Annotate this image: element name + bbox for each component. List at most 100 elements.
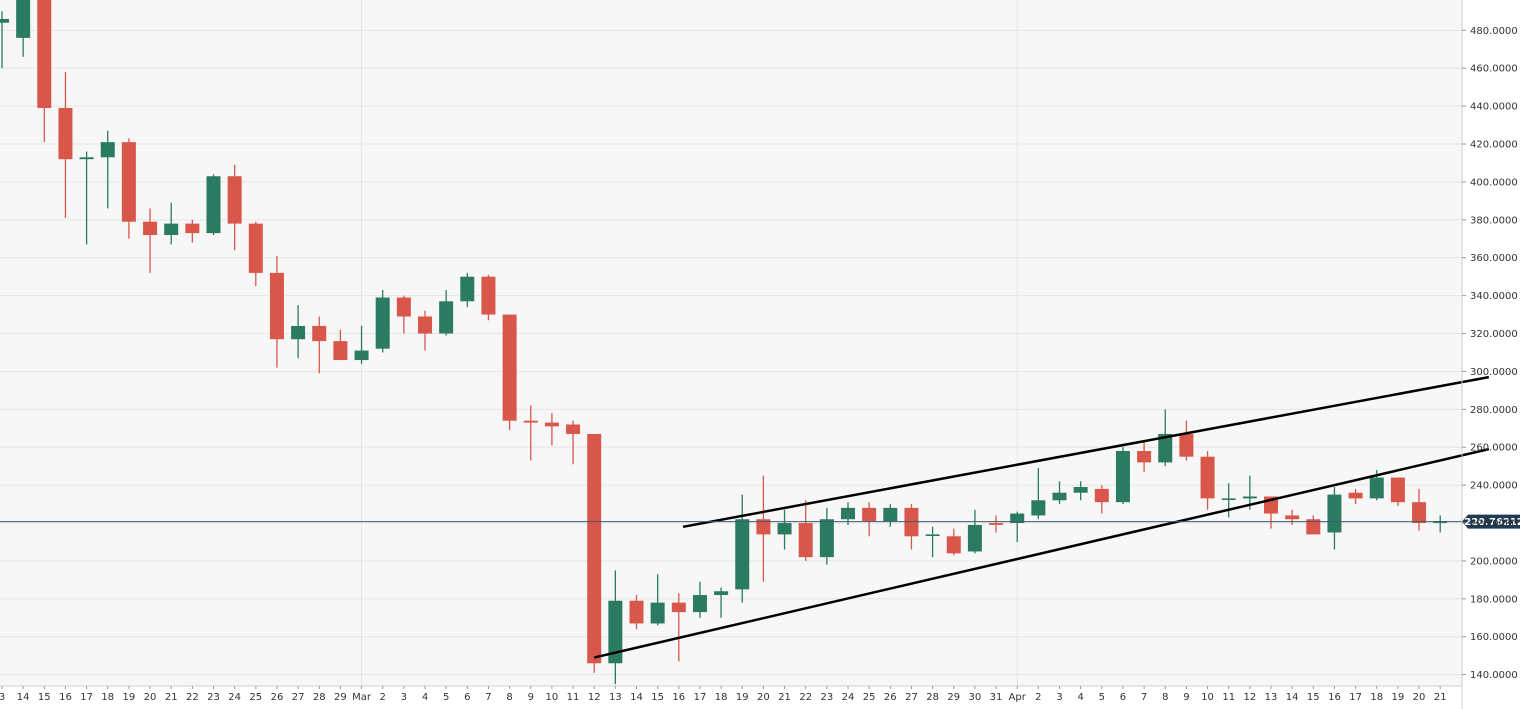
candle[interactable]: [37, 0, 52, 143]
candle[interactable]: [1412, 488, 1427, 531]
candle[interactable]: [269, 255, 284, 368]
candle[interactable]: [1031, 468, 1046, 520]
candle[interactable]: [925, 526, 940, 558]
candle[interactable]: [0, 11, 9, 69]
candle-body: [1052, 492, 1067, 501]
candle-body: [333, 341, 348, 361]
candle[interactable]: [1052, 481, 1067, 505]
candle[interactable]: [460, 272, 475, 307]
candle[interactable]: [291, 305, 306, 359]
candle[interactable]: [375, 289, 390, 353]
x-tick-label: 29: [334, 692, 347, 703]
candle[interactable]: [714, 587, 729, 618]
candle-body: [883, 507, 898, 522]
trendline[interactable]: [682, 375, 1490, 529]
x-tick-label: 16: [59, 692, 72, 703]
candle[interactable]: [1094, 485, 1109, 514]
candle[interactable]: [312, 316, 327, 374]
candle[interactable]: [819, 507, 834, 565]
candle[interactable]: [143, 208, 158, 273]
candle[interactable]: [883, 504, 898, 527]
candle[interactable]: [1115, 447, 1130, 505]
x-tick-label: 9: [528, 692, 534, 703]
x-tick-label: 10: [1201, 692, 1214, 703]
candle[interactable]: [100, 130, 115, 209]
candle[interactable]: [502, 314, 517, 431]
x-tick-label: 5: [1099, 692, 1105, 703]
candle[interactable]: [587, 433, 602, 673]
candle[interactable]: [735, 494, 750, 603]
y-tick-label: 340.0000: [1470, 291, 1518, 302]
candle[interactable]: [439, 289, 454, 336]
candle[interactable]: [227, 164, 242, 251]
x-tick-label: 8: [506, 692, 512, 703]
candle[interactable]: [79, 151, 94, 245]
candle[interactable]: [566, 420, 581, 465]
candle[interactable]: [1200, 451, 1215, 510]
x-tick-label: 16: [1328, 692, 1341, 703]
candle-body: [1115, 451, 1130, 503]
candle[interactable]: [396, 295, 411, 334]
candle[interactable]: [1327, 487, 1342, 550]
candle-body: [354, 350, 369, 361]
candle-body: [481, 276, 496, 315]
candle-body: [16, 0, 31, 38]
candle[interactable]: [1179, 420, 1194, 461]
candle[interactable]: [1390, 477, 1405, 506]
candle[interactable]: [185, 219, 200, 243]
x-tick-label: 17: [1349, 692, 1362, 703]
candle-body: [37, 0, 52, 109]
candle[interactable]: [1010, 511, 1025, 542]
y-tick-label: 260.0000: [1470, 443, 1518, 454]
candle[interactable]: [608, 570, 623, 685]
candle[interactable]: [121, 138, 136, 239]
candle[interactable]: [523, 405, 538, 461]
x-tick-label: 21: [1434, 692, 1447, 703]
candle[interactable]: [418, 310, 432, 351]
candle[interactable]: [946, 528, 961, 556]
candle[interactable]: [756, 475, 771, 582]
candle-body: [650, 602, 665, 624]
candle-body: [291, 325, 306, 340]
candle[interactable]: [1073, 481, 1088, 501]
candle[interactable]: [862, 502, 877, 537]
candle[interactable]: [777, 509, 792, 550]
y-tick-label: 480.0000: [1470, 26, 1518, 37]
candle[interactable]: [333, 329, 348, 361]
candle-body: [185, 223, 200, 234]
candle[interactable]: [544, 413, 559, 446]
candle[interactable]: [1137, 441, 1152, 472]
candle[interactable]: [798, 500, 813, 561]
candle[interactable]: [989, 515, 1004, 533]
candle-body: [1158, 433, 1173, 463]
candle[interactable]: [1348, 488, 1363, 505]
candle[interactable]: [354, 325, 369, 364]
candle[interactable]: [967, 509, 982, 554]
candle[interactable]: [16, 0, 31, 57]
candle[interactable]: [692, 581, 707, 618]
x-tick-label: 22: [186, 692, 199, 703]
candle[interactable]: [1285, 509, 1300, 525]
candle[interactable]: [164, 202, 179, 245]
x-tick-label: 2: [380, 692, 386, 703]
candle-body: [396, 297, 411, 317]
candle[interactable]: [671, 593, 686, 662]
trendline[interactable]: [593, 447, 1490, 659]
candle[interactable]: [206, 174, 221, 235]
x-tick-label: 27: [292, 692, 305, 703]
y-tick-label: 320.0000: [1470, 329, 1518, 340]
candle-body: [206, 176, 221, 234]
candle[interactable]: [1306, 515, 1321, 535]
candle-body: [1137, 451, 1152, 463]
candle[interactable]: [248, 221, 263, 287]
candle[interactable]: [650, 574, 665, 626]
candle-body: [227, 176, 242, 224]
candle[interactable]: [1221, 483, 1236, 518]
candle[interactable]: [58, 72, 73, 218]
candle-body: [1306, 519, 1321, 535]
candle[interactable]: [629, 595, 644, 630]
candle-body: [862, 507, 877, 522]
candle[interactable]: [481, 274, 496, 321]
y-tick-label: 400.0000: [1470, 177, 1518, 188]
